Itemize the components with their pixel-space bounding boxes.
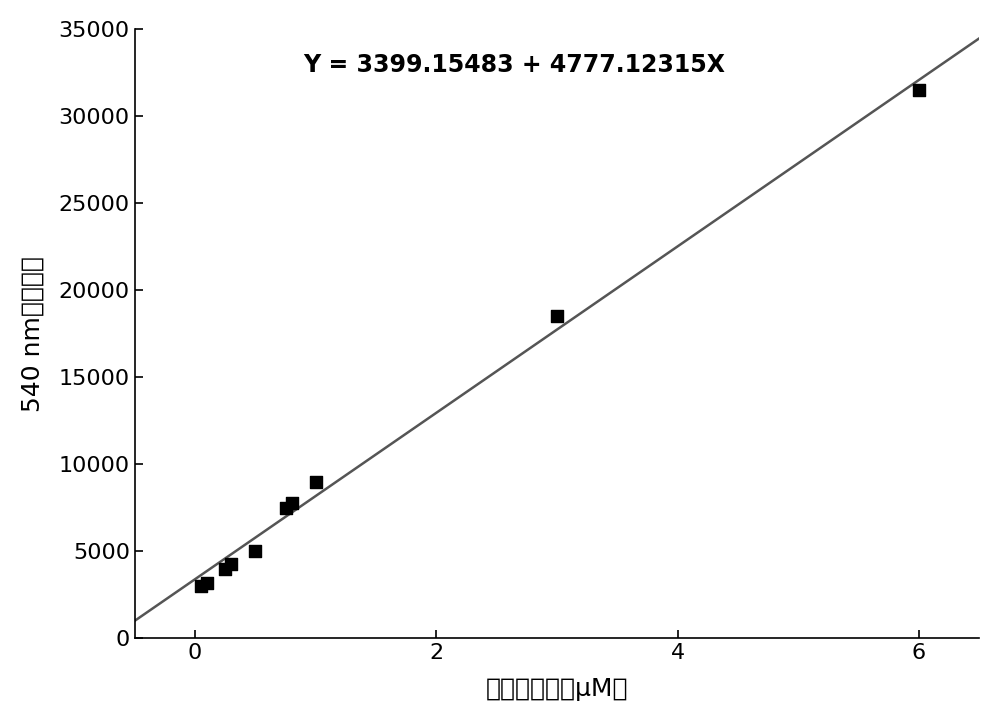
Point xyxy=(278,502,294,513)
X-axis label: 氟离子浓度（μM）: 氟离子浓度（μM） xyxy=(486,677,628,701)
Point xyxy=(199,577,215,588)
Point xyxy=(247,546,263,557)
Point xyxy=(193,580,209,592)
Point xyxy=(549,310,565,322)
Point xyxy=(308,476,324,487)
Text: Y = 3399.15483 + 4777.12315X: Y = 3399.15483 + 4777.12315X xyxy=(304,53,726,77)
Point xyxy=(223,558,239,570)
Y-axis label: 540 nm荧光强度: 540 nm荧光强度 xyxy=(21,256,45,412)
Point xyxy=(217,563,233,575)
Point xyxy=(284,497,300,508)
Point xyxy=(911,84,927,95)
